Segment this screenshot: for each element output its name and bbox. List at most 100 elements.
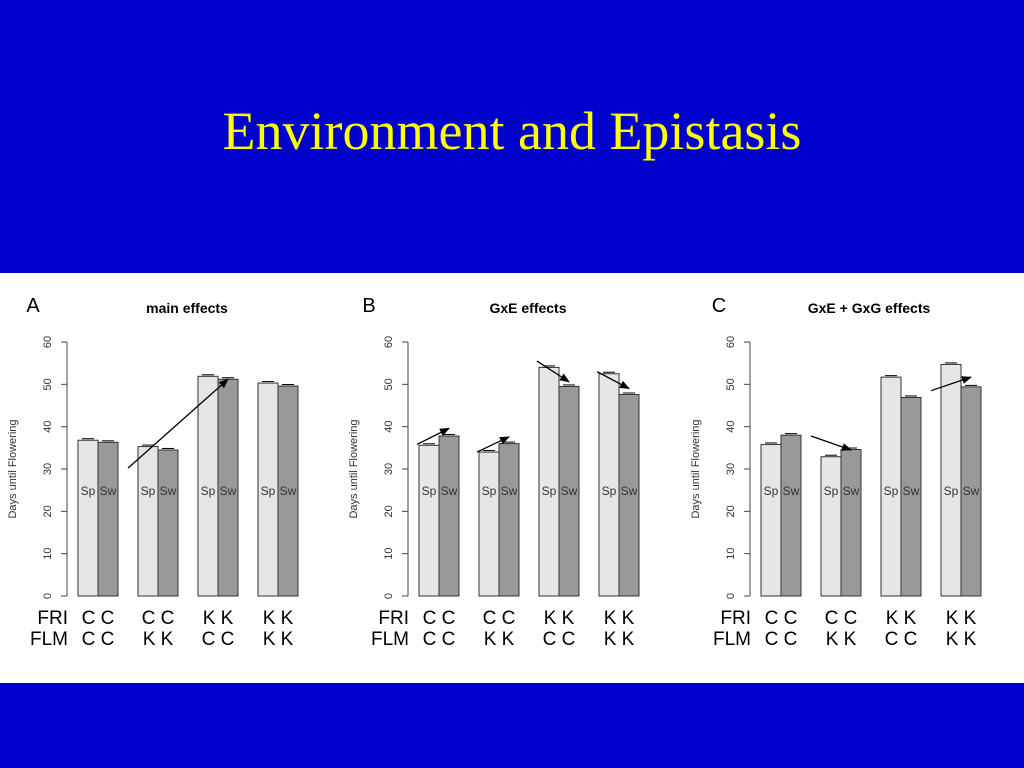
bar-sp bbox=[77, 439, 99, 597]
genotype-fri: K K bbox=[203, 608, 234, 629]
row-label-fri: FRI bbox=[37, 608, 68, 629]
genotype-flm: K K bbox=[263, 629, 294, 650]
bar-label: Sp bbox=[824, 484, 839, 498]
y-tick-label: 50 bbox=[383, 378, 395, 390]
bar-sw bbox=[438, 435, 460, 597]
genotype-flm: C C bbox=[543, 629, 576, 650]
panel-label: A bbox=[26, 295, 40, 317]
y-tick-label: 40 bbox=[42, 421, 54, 433]
bar-label: Sp bbox=[422, 484, 437, 498]
y-tick-label: 40 bbox=[725, 421, 737, 433]
row-label-flm: FLM bbox=[713, 629, 751, 650]
bar-sw bbox=[97, 441, 119, 597]
bar-sw bbox=[277, 385, 299, 597]
bar-label: Sw bbox=[561, 484, 578, 498]
bar-sp bbox=[940, 363, 962, 597]
bar-sp bbox=[820, 456, 842, 597]
annotation-arrow bbox=[536, 360, 570, 383]
genotype-flm: K K bbox=[143, 629, 174, 650]
y-tick-label: 10 bbox=[725, 548, 737, 560]
bar-label: Sw bbox=[160, 484, 177, 498]
y-tick-label: 30 bbox=[725, 463, 737, 475]
annotation-arrow bbox=[810, 435, 852, 451]
annotation-arrow bbox=[596, 371, 630, 390]
genotype-fri: C C bbox=[82, 608, 115, 629]
bar-label: Sw bbox=[963, 484, 980, 498]
bar-sw bbox=[157, 449, 179, 597]
genotype-fri: K K bbox=[604, 608, 635, 629]
bar-label: Sp bbox=[482, 484, 497, 498]
chart-title: GxE effects bbox=[489, 300, 566, 316]
y-tick-label: 20 bbox=[383, 505, 395, 517]
bar-label: Sw bbox=[843, 484, 860, 498]
bar-label: Sw bbox=[100, 484, 117, 498]
bar-label: Sp bbox=[141, 484, 156, 498]
genotype-fri: K K bbox=[946, 608, 977, 629]
genotype-flm: K K bbox=[946, 629, 977, 650]
bar-label: Sw bbox=[621, 484, 638, 498]
genotype-fri: K K bbox=[886, 608, 917, 629]
annotation-arrow bbox=[127, 378, 229, 469]
bar-label: Sw bbox=[220, 484, 237, 498]
y-tick-label: 40 bbox=[383, 421, 395, 433]
annotation-arrow bbox=[416, 427, 450, 446]
y-tick-label: 20 bbox=[725, 505, 737, 517]
y-tick-label: 10 bbox=[42, 548, 54, 560]
y-axis-label: Days until Flowering bbox=[7, 419, 19, 518]
bar-sw bbox=[960, 386, 982, 597]
bar-sw bbox=[558, 385, 580, 597]
bar-sw bbox=[618, 393, 640, 597]
bar-sw bbox=[900, 396, 922, 597]
y-tick-label: 60 bbox=[725, 336, 737, 348]
y-tick-label: 30 bbox=[383, 463, 395, 475]
panel-label: B bbox=[362, 295, 375, 317]
genotype-flm: C C bbox=[423, 629, 456, 650]
genotype-fri: K K bbox=[263, 608, 294, 629]
bar-sp bbox=[137, 446, 159, 597]
genotype-fri: C C bbox=[142, 608, 175, 629]
bar-label: Sw bbox=[441, 484, 458, 498]
row-label-flm: FLM bbox=[30, 629, 68, 650]
genotype-flm: C C bbox=[885, 629, 918, 650]
y-tick-label: 30 bbox=[42, 463, 54, 475]
genotype-fri: C C bbox=[765, 608, 798, 629]
bar-label: Sw bbox=[280, 484, 297, 498]
bar-label: Sp bbox=[884, 484, 899, 498]
y-tick-label: 50 bbox=[42, 378, 54, 390]
bar-label: Sw bbox=[783, 484, 800, 498]
y-tick-label: 10 bbox=[383, 548, 395, 560]
genotype-flm: K K bbox=[484, 629, 515, 650]
y-tick-label: 20 bbox=[42, 505, 54, 517]
genotype-flm: K K bbox=[826, 629, 857, 650]
slide-title: Environment and Epistasis bbox=[222, 101, 802, 161]
bar-sw bbox=[498, 443, 520, 597]
bar-label: Sp bbox=[602, 484, 617, 498]
bar-label: Sp bbox=[201, 484, 216, 498]
bar-label: Sp bbox=[81, 484, 96, 498]
y-tick-label: 60 bbox=[42, 336, 54, 348]
bar-sp bbox=[418, 444, 440, 597]
y-tick-label: 0 bbox=[725, 593, 737, 599]
bar-sp bbox=[478, 451, 500, 597]
bar-label: Sw bbox=[903, 484, 920, 498]
chart-title: GxE + GxG effects bbox=[808, 300, 931, 316]
genotype-fri: C C bbox=[825, 608, 858, 629]
bar-label: Sp bbox=[542, 484, 557, 498]
y-tick-label: 60 bbox=[383, 336, 395, 348]
bar-label: Sw bbox=[501, 484, 518, 498]
row-label-flm: FLM bbox=[371, 629, 409, 650]
bar-sw bbox=[840, 449, 862, 597]
genotype-fri: K K bbox=[544, 608, 575, 629]
bar-label: Sp bbox=[261, 484, 276, 498]
bar-label: Sp bbox=[944, 484, 959, 498]
bar-sp bbox=[538, 366, 560, 597]
y-tick-label: 0 bbox=[42, 593, 54, 599]
y-axis-label: Days until Flowering bbox=[690, 419, 702, 518]
y-tick-label: 0 bbox=[383, 593, 395, 599]
genotype-fri: C C bbox=[423, 608, 456, 629]
chart-title: main effects bbox=[146, 300, 228, 316]
genotype-flm: K K bbox=[604, 629, 635, 650]
genotype-fri: C C bbox=[483, 608, 516, 629]
